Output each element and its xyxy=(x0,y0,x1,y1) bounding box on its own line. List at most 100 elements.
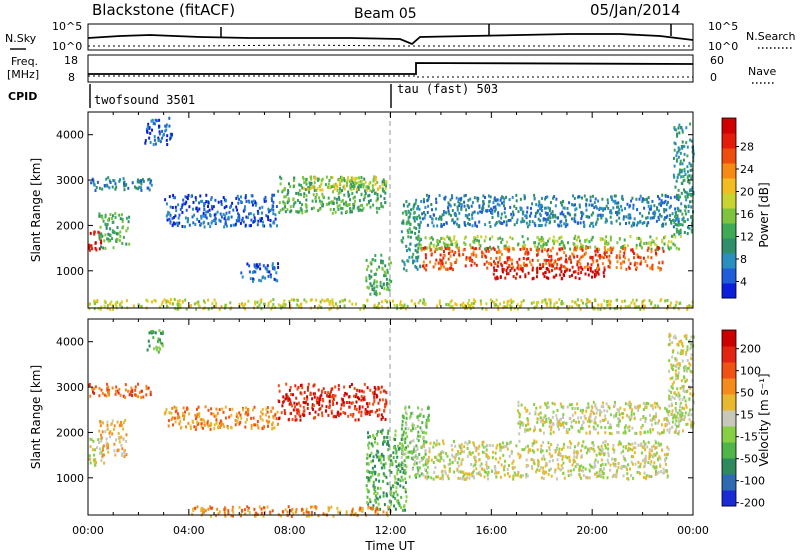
power-cell xyxy=(287,189,290,192)
velocity-cell xyxy=(157,350,160,354)
power-cell xyxy=(386,300,388,304)
velocity-cell xyxy=(624,431,627,435)
velocity-cell xyxy=(654,421,657,425)
power-cell xyxy=(254,300,256,304)
power-cell xyxy=(521,244,524,248)
power-cell xyxy=(591,258,594,262)
power-cell xyxy=(493,209,496,213)
power-cell xyxy=(525,216,528,220)
velocity-cell xyxy=(416,446,419,450)
velocity-cell xyxy=(278,416,281,420)
velocity-cell xyxy=(664,457,667,461)
power-cell xyxy=(584,251,587,255)
power-cell xyxy=(207,201,210,205)
power-cell xyxy=(252,277,255,281)
power-cell xyxy=(661,224,664,228)
power-colorbar-tick: 28 xyxy=(740,141,754,154)
velocity-cell xyxy=(478,444,481,448)
velocity-cell xyxy=(108,431,111,435)
power-cell xyxy=(690,215,693,219)
power-cell xyxy=(344,298,346,302)
power-cell xyxy=(410,299,413,303)
power-cell xyxy=(618,211,621,215)
velocity-cell xyxy=(581,454,584,458)
velocity-cell xyxy=(510,450,513,454)
velocity-cell xyxy=(391,461,394,465)
power-cell xyxy=(678,170,681,174)
power-cell xyxy=(245,215,248,219)
power-cell xyxy=(107,218,110,222)
power-cell xyxy=(607,201,609,205)
power-cell xyxy=(225,224,228,228)
velocity-cell xyxy=(589,430,591,434)
velocity-cell xyxy=(434,455,437,459)
velocity-cell xyxy=(189,424,192,428)
velocity-cell xyxy=(145,393,148,397)
power-cell xyxy=(111,185,114,189)
velocity-cell xyxy=(550,474,553,478)
date-title: 05/Jan/2014 xyxy=(590,1,681,19)
velocity-cell xyxy=(657,470,660,474)
power-cell xyxy=(318,196,321,200)
power-cell xyxy=(531,277,534,281)
power-cell xyxy=(331,298,334,302)
velocity-cell xyxy=(385,391,388,395)
power-cell xyxy=(168,116,171,120)
power-cell xyxy=(536,266,539,270)
power-cell xyxy=(473,210,476,214)
power-cell xyxy=(673,164,676,168)
power-cell xyxy=(682,145,685,148)
power-cell xyxy=(267,207,270,211)
power-cell xyxy=(492,272,495,276)
power-cell xyxy=(172,193,175,197)
power-cell xyxy=(406,304,409,308)
velocity-cell xyxy=(394,447,397,451)
velocity-cell xyxy=(360,395,363,398)
power-cell xyxy=(283,299,286,303)
power-cell xyxy=(677,221,680,225)
velocity-cell xyxy=(613,474,616,478)
power-cell xyxy=(396,304,399,308)
velocity-cell xyxy=(92,390,94,394)
power-cell xyxy=(557,258,560,261)
velocity-cell xyxy=(552,459,554,463)
power-cell xyxy=(593,201,596,205)
power-cell xyxy=(254,219,257,223)
power-cell xyxy=(509,205,512,209)
power-cell xyxy=(242,220,245,224)
power-cell xyxy=(579,307,582,311)
velocity-cell xyxy=(91,388,94,392)
velocity-cell xyxy=(548,425,551,428)
velocity-cell xyxy=(389,454,392,458)
velocity-cell xyxy=(419,434,422,438)
power-cell xyxy=(623,244,626,247)
power-cell xyxy=(604,220,607,224)
power-cell xyxy=(621,247,624,251)
velocity-cell xyxy=(517,471,520,474)
power-cell xyxy=(163,133,165,136)
power-colorbar-swatch xyxy=(722,208,736,224)
power-cell xyxy=(321,202,324,206)
power-cell xyxy=(548,237,551,241)
power-cell xyxy=(531,258,534,262)
power-cell xyxy=(677,173,680,177)
velocity-cell xyxy=(226,424,229,428)
velocity-cell xyxy=(606,458,609,462)
power-cell xyxy=(582,220,585,224)
power-cell xyxy=(548,270,551,274)
power-cell xyxy=(345,184,348,188)
power-cell xyxy=(576,221,579,225)
power-cell xyxy=(112,307,114,311)
power-cell xyxy=(473,196,476,200)
velocity-cell xyxy=(289,402,292,406)
power-cell xyxy=(485,249,488,253)
power-cell xyxy=(550,258,553,262)
velocity-cell xyxy=(295,418,298,422)
velocity-cell xyxy=(481,443,484,447)
velocity-cell xyxy=(376,408,379,412)
velocity-cell xyxy=(497,460,500,464)
velocity-cell xyxy=(619,406,622,410)
power-cell xyxy=(437,217,440,221)
power-cell xyxy=(664,199,667,203)
velocity-cell xyxy=(602,472,605,475)
